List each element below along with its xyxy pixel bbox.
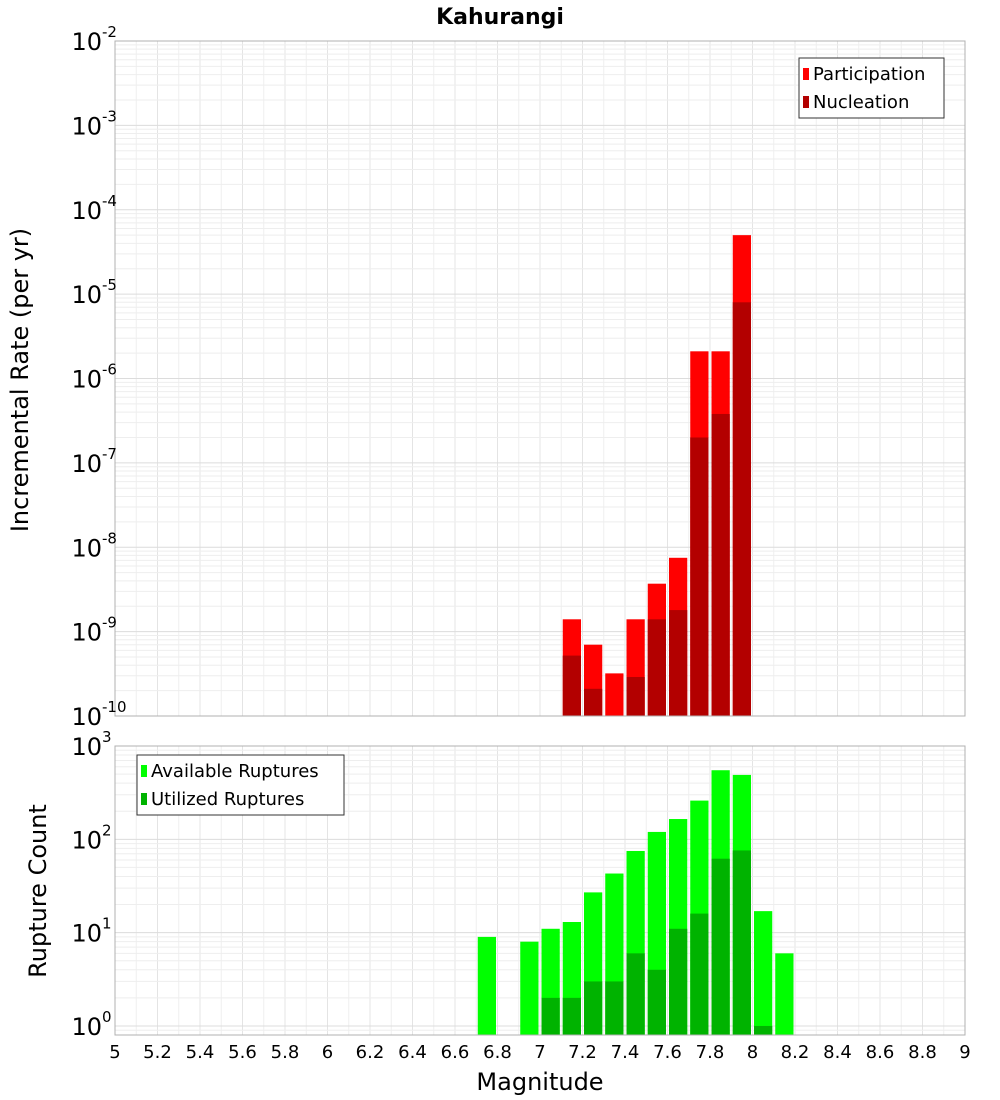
- y-tick-base: 10: [71, 1013, 102, 1041]
- bottom-legend: Available Ruptures Utilized Ruptures: [136, 754, 345, 816]
- x-tick-label: 9: [959, 1042, 970, 1063]
- legend-box: [136, 754, 345, 816]
- y-tick-exponent: -5: [102, 276, 117, 294]
- legend-entry: Nucleation: [813, 92, 909, 113]
- y-tick-base: 10: [71, 366, 102, 394]
- y-tick-exponent: -4: [102, 192, 117, 210]
- y-tick-exponent: 2: [102, 821, 112, 839]
- bar-available-ruptures: [520, 941, 539, 1035]
- chart-title: Kahurangi: [436, 5, 564, 30]
- bar-utilized-ruptures: [626, 953, 645, 1035]
- top-legend: Participation Nucleation: [798, 57, 945, 119]
- bar-nucleation: [647, 619, 666, 716]
- legend-swatch: [141, 765, 147, 777]
- x-tick-label: 8: [747, 1042, 758, 1063]
- y-tick-exponent: -9: [102, 614, 117, 632]
- bar-utilized-ruptures: [690, 913, 709, 1035]
- x-tick-labels: 5 5.2 5.4 5.6 5.8 6 6.2 6.4 6.6 6.8 7 7.2 7.4 7.6 7.8 8…: [109, 1042, 970, 1063]
- x-tick-label: 7.2: [568, 1042, 597, 1063]
- bar-utilized-ruptures: [647, 969, 666, 1035]
- bar-nucleation: [669, 610, 688, 716]
- x-axis-label: Magnitude: [476, 1068, 603, 1096]
- legend-entry: Utilized Ruptures: [151, 789, 304, 810]
- top-y-axis-label: Incremental Rate (per yr): [6, 228, 34, 532]
- bar-utilized-ruptures: [669, 928, 688, 1035]
- y-tick-exponent: -8: [102, 529, 117, 547]
- x-tick-label: 8.6: [866, 1042, 895, 1063]
- y-tick-base: 10: [71, 920, 102, 948]
- x-tick-label: 8.2: [781, 1042, 810, 1063]
- legend-entry: Participation: [813, 64, 925, 85]
- x-tick-label: 5.6: [228, 1042, 257, 1063]
- bottom-bars: [477, 770, 794, 1035]
- y-tick-base: 10: [71, 450, 102, 478]
- x-tick-label: 6.6: [441, 1042, 470, 1063]
- bar-utilized-ruptures: [754, 1025, 773, 1035]
- x-tick-label: 5.8: [271, 1042, 300, 1063]
- bar-available-ruptures: [754, 911, 773, 1035]
- x-tick-label: 6.4: [398, 1042, 427, 1063]
- y-tick-exponent: 1: [102, 915, 112, 933]
- bar-participation: [605, 673, 624, 716]
- bar-nucleation: [732, 302, 751, 716]
- legend-swatch: [141, 793, 147, 805]
- y-tick-base: 10: [71, 534, 102, 562]
- bar-utilized-ruptures: [562, 997, 581, 1035]
- y-tick-base: 10: [71, 197, 102, 225]
- bar-utilized-ruptures: [584, 981, 603, 1035]
- x-tick-label: 6.2: [356, 1042, 385, 1063]
- y-tick-exponent: 0: [102, 1008, 112, 1026]
- x-tick-label: 6: [322, 1042, 333, 1063]
- top-grid: [114, 41, 966, 717]
- legend-swatch: [803, 96, 809, 108]
- bar-utilized-ruptures: [541, 997, 560, 1035]
- x-tick-label: 5.2: [143, 1042, 172, 1063]
- bar-nucleation: [690, 437, 709, 716]
- y-tick-base: 10: [71, 281, 102, 309]
- y-tick-base: 10: [71, 733, 102, 761]
- x-tick-label: 7.4: [611, 1042, 640, 1063]
- y-tick-exponent: -6: [102, 361, 117, 379]
- x-tick-label: 5.4: [186, 1042, 215, 1063]
- bar-utilized-ruptures: [605, 981, 624, 1035]
- x-tick-label: 8.8: [908, 1042, 937, 1063]
- bar-utilized-ruptures: [732, 850, 751, 1035]
- y-tick-base: 10: [71, 619, 102, 647]
- bar-available-ruptures: [477, 936, 496, 1035]
- y-tick-base: 10: [71, 703, 102, 731]
- bar-nucleation: [562, 655, 581, 716]
- bar-nucleation: [626, 676, 645, 716]
- bottom-y-axis-label: Rupture Count: [24, 804, 52, 978]
- y-tick-exponent: -10: [102, 698, 127, 716]
- legend-entry: Available Ruptures: [151, 761, 319, 782]
- top-bars: [562, 235, 751, 716]
- y-tick-exponent: -7: [102, 445, 117, 463]
- x-tick-label: 7.8: [696, 1042, 725, 1063]
- top-plot-frame: [114, 40, 966, 717]
- x-tick-label: 8.4: [823, 1042, 852, 1063]
- y-tick-exponent: 3: [102, 728, 112, 746]
- legend-box: [798, 57, 945, 119]
- y-tick-base: 10: [71, 826, 102, 854]
- x-tick-label: 7.6: [653, 1042, 682, 1063]
- bar-nucleation: [711, 413, 730, 716]
- x-tick-label: 7: [534, 1042, 545, 1063]
- x-tick-label: 5: [109, 1042, 120, 1063]
- y-tick-base: 10: [71, 28, 102, 56]
- y-tick-exponent: -3: [102, 107, 117, 125]
- bar-available-ruptures: [775, 953, 794, 1035]
- bottom-plot-frame: [114, 745, 966, 1036]
- bar-utilized-ruptures: [711, 858, 730, 1035]
- y-tick-base: 10: [71, 112, 102, 140]
- legend-swatch: [803, 68, 809, 80]
- y-tick-exponent: -2: [102, 23, 117, 41]
- bar-nucleation: [584, 688, 603, 716]
- x-tick-label: 6.8: [483, 1042, 512, 1063]
